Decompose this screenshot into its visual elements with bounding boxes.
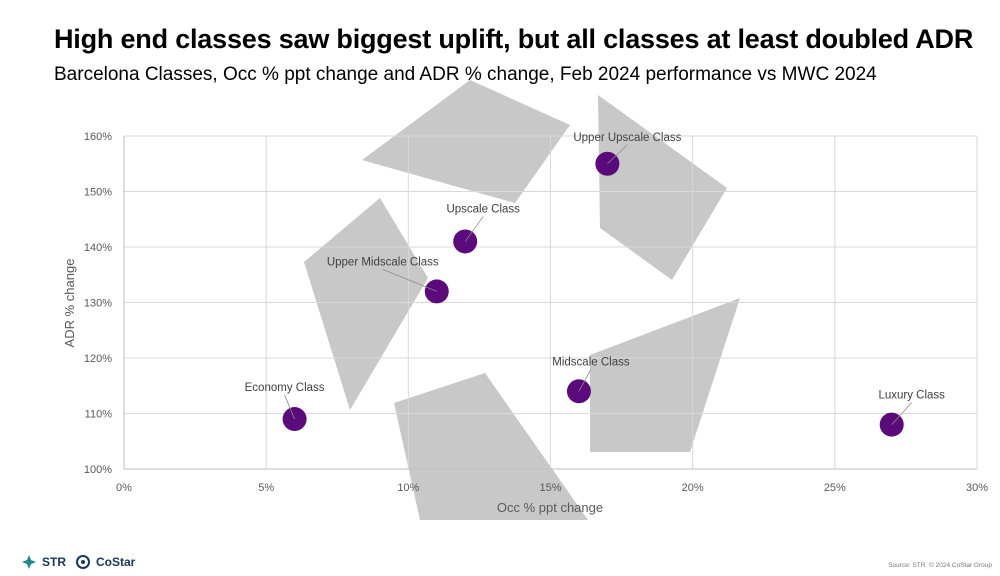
point-leader-line — [607, 144, 628, 165]
x-tick-label: 25% — [824, 482, 846, 494]
x-tick-label: 30% — [966, 482, 988, 494]
data-point-label: Midscale Class — [552, 356, 630, 368]
chart-tick-labels: 100% 110% 120% 130% 140% 150% 160% 0% 5% 10% 15% 20… — [84, 131, 988, 494]
chart-grid — [123, 135, 978, 470]
x-tick-label: 10% — [397, 482, 419, 494]
y-tick-label: 150% — [84, 187, 112, 199]
y-tick-label: 100% — [84, 464, 112, 476]
costar-logo-text: CoStar — [96, 555, 136, 569]
y-tick-label: 160% — [84, 131, 112, 143]
watermark-logo — [304, 80, 740, 520]
x-tick-label: 20% — [682, 482, 704, 494]
data-point-label: Economy Class — [245, 382, 325, 394]
x-axis-label: Occ % ppt change — [497, 500, 603, 515]
y-tick-label: 140% — [84, 242, 112, 254]
watermark-shape — [304, 198, 428, 410]
x-tick-label: 15% — [539, 482, 561, 494]
chart-points — [282, 151, 904, 437]
x-tick-label: 5% — [258, 482, 274, 494]
watermark-shape — [362, 80, 570, 203]
y-axis-label: ADR % change — [62, 259, 77, 348]
data-point-label: Upper Midscale Class — [327, 256, 439, 268]
point-leader-line — [464, 216, 484, 242]
str-logo-icon — [22, 555, 36, 569]
source-note: Source: STR. © 2024 CoStar Group — [888, 562, 992, 569]
y-tick-label: 120% — [84, 353, 112, 365]
watermark-shape — [394, 373, 588, 520]
y-tick-label: 130% — [84, 298, 112, 310]
chart-point-labels: Economy Class Upper Midscale Class Upscale… — [245, 132, 945, 425]
chart-axes — [123, 136, 977, 470]
watermark-shape — [598, 95, 727, 280]
footer-logos: STR CoStar — [22, 555, 135, 569]
y-tick-label: 110% — [85, 409, 113, 421]
data-point-label: Upscale Class — [446, 203, 520, 215]
page-title: High end classes saw biggest uplift, but… — [54, 24, 974, 54]
data-point-label: Luxury Class — [878, 390, 945, 402]
point-leader-line — [891, 402, 912, 425]
data-point-label: Upper Upscale Class — [573, 132, 681, 144]
str-logo-text: STR — [42, 555, 66, 569]
point-leader-line — [284, 394, 295, 420]
costar-logo-icon — [76, 555, 90, 569]
point-leader-line — [578, 369, 592, 392]
x-tick-label: 0% — [116, 482, 132, 494]
page-subtitle: Barcelona Classes, Occ % ppt change and … — [54, 64, 877, 85]
point-leader-line — [382, 269, 437, 292]
watermark-shape — [590, 298, 740, 452]
